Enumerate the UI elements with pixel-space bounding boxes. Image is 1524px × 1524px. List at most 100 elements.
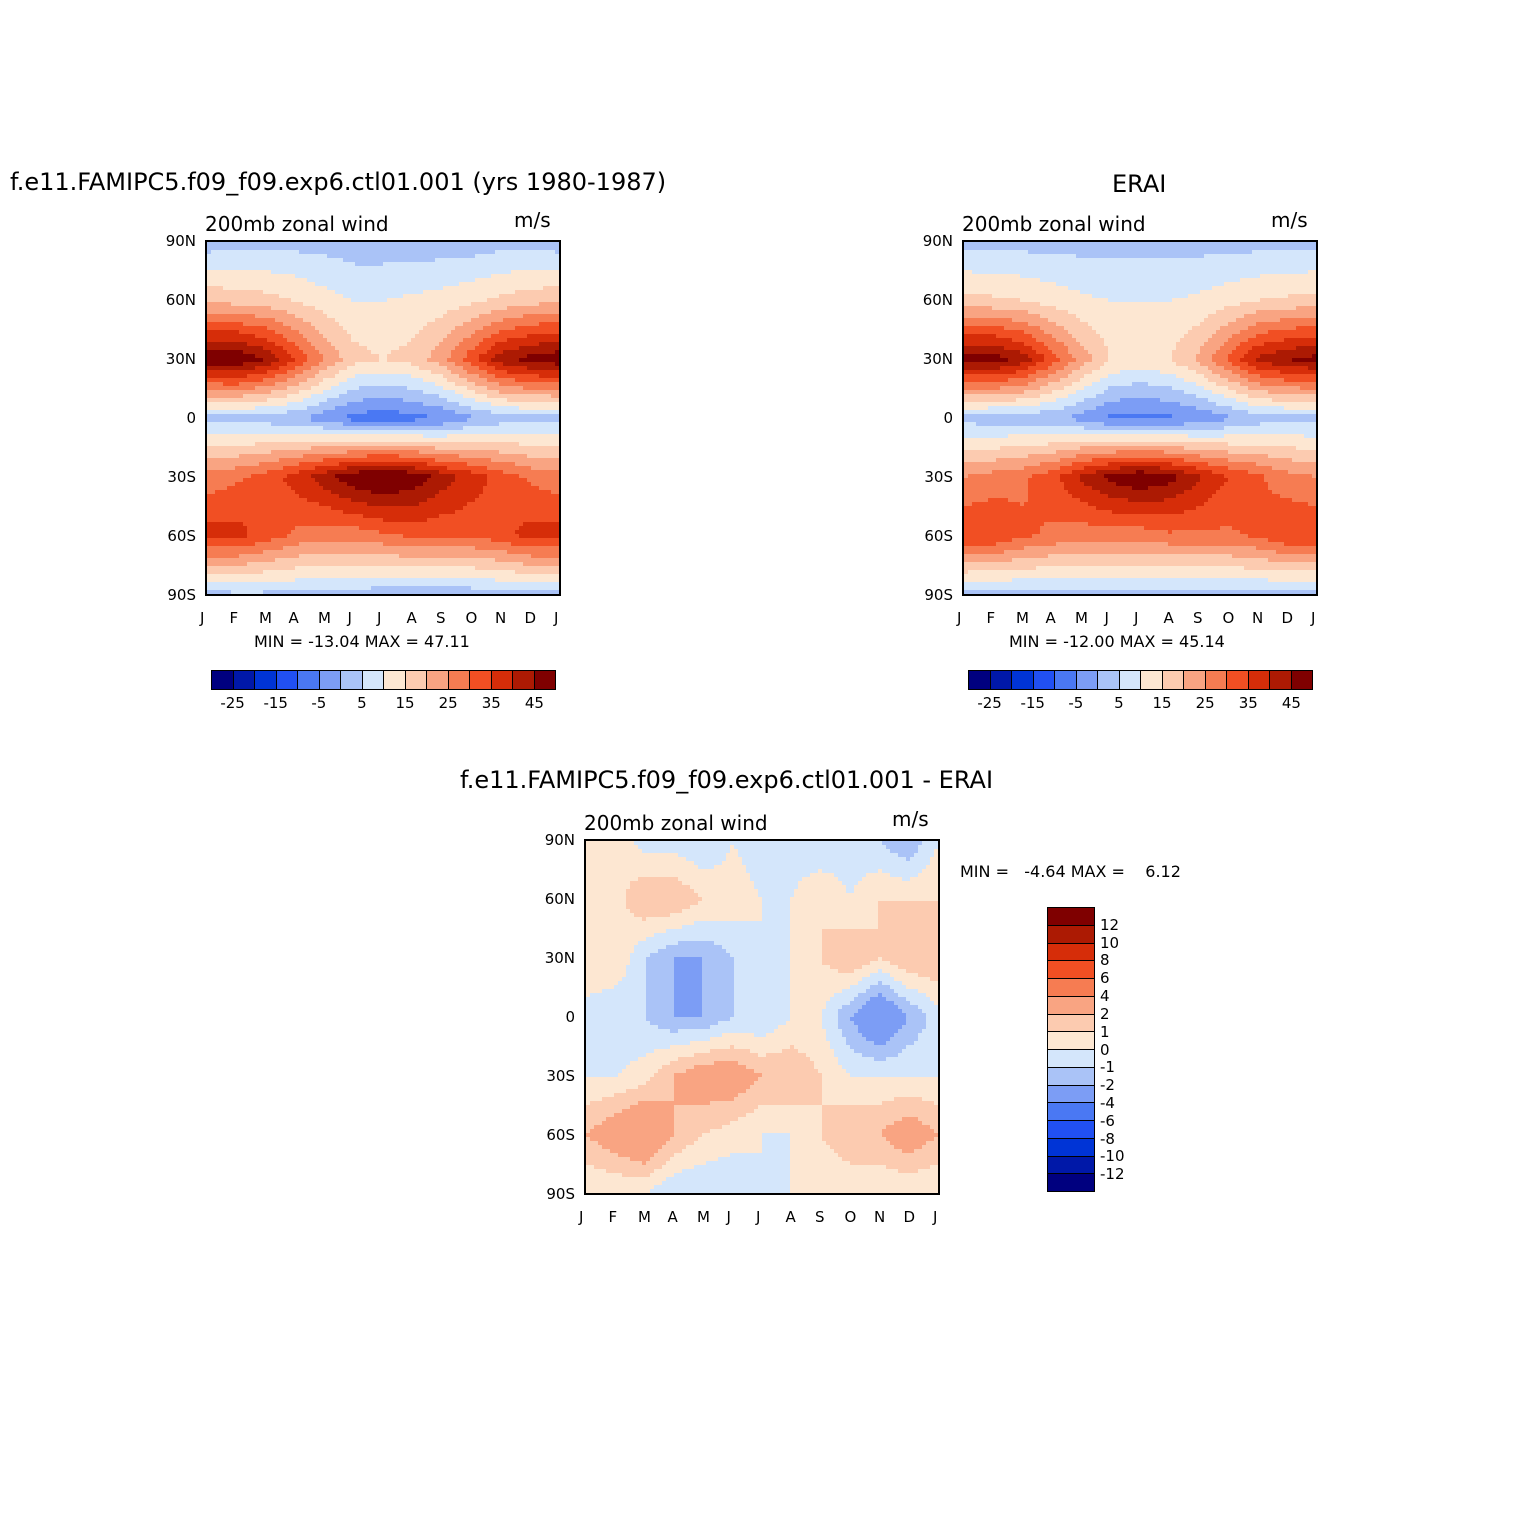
contour-cell (531, 242, 536, 247)
contour-cell (491, 422, 496, 427)
contour-cell (215, 386, 220, 391)
contour-cell (515, 410, 520, 415)
contour-cell (411, 386, 416, 391)
contour-cell (331, 442, 336, 447)
contour-cell (503, 286, 508, 291)
contour-cell (435, 254, 440, 259)
contour-cell (239, 270, 244, 275)
contour-cell (263, 310, 268, 315)
contour-cell (215, 310, 220, 315)
contour-cell (439, 390, 444, 395)
contour-cell (271, 382, 276, 387)
contour-cell (391, 322, 396, 327)
contour-cell (531, 446, 536, 451)
contour-cell (415, 330, 420, 335)
contour-cell (539, 246, 544, 251)
contour-cell (335, 246, 340, 251)
contour-cell (491, 402, 496, 407)
contour-cell (347, 278, 352, 283)
contour-cell (331, 382, 336, 387)
contour-cell (495, 394, 500, 399)
contour-cell (395, 278, 400, 283)
contour-cell (399, 402, 404, 407)
contour-cell (371, 330, 376, 335)
contour-cell (523, 354, 528, 359)
contour-cell (487, 346, 492, 351)
contour-cell (363, 358, 368, 363)
contour-cell (263, 266, 268, 271)
contour-cell (531, 410, 536, 415)
contour-cell (475, 282, 480, 287)
contour-cell (239, 390, 244, 395)
contour-cell (283, 342, 288, 347)
contour-cell (499, 394, 504, 399)
contour-cell (411, 322, 416, 327)
contour-cell (367, 322, 372, 327)
contour-cell (447, 278, 452, 283)
contour-cell (339, 282, 344, 287)
contour-cell (435, 462, 440, 467)
contour-cell (455, 402, 460, 407)
contour-cell (323, 254, 328, 259)
contour-cell (471, 426, 476, 431)
contour-cell (279, 442, 284, 447)
contour-cell (531, 350, 536, 355)
contour-cell (215, 450, 220, 455)
contour-cell (403, 246, 408, 251)
contour-cell (459, 302, 464, 307)
contour-cell (547, 434, 552, 439)
contour-cell (475, 270, 480, 275)
contour-cell (235, 274, 240, 279)
contour-cell (327, 382, 332, 387)
contour-cell (539, 338, 544, 343)
contour-cell (419, 450, 424, 455)
contour-cell (491, 358, 496, 363)
contour-cell (259, 294, 264, 299)
contour-cell (251, 274, 256, 279)
contour-cell (483, 330, 488, 335)
contour-cell (251, 442, 256, 447)
contour-cell (243, 242, 248, 247)
contour-cell (247, 450, 252, 455)
contour-cell (331, 262, 336, 267)
contour-cell (371, 394, 376, 399)
contour-cell (331, 430, 336, 435)
contour-cell (327, 394, 332, 399)
contour-cell (555, 398, 559, 403)
contour-cell (359, 330, 364, 335)
contour-cell (351, 342, 356, 347)
contour-cell (391, 342, 396, 347)
contour-cell (287, 338, 292, 343)
contour-cell (555, 354, 559, 359)
contour-cell (295, 326, 300, 331)
contour-cell (455, 358, 460, 363)
contour-cell (247, 462, 252, 467)
contour-cell (531, 362, 536, 367)
contour-cell (319, 262, 324, 267)
contour-cell (507, 394, 512, 399)
contour-cell (447, 322, 452, 327)
contour-cell (475, 434, 480, 439)
contour-cell (303, 386, 308, 391)
contour-cell (463, 366, 468, 371)
left-panel-title: f.e11.FAMIPC5.f09_f09.exp6.ctl01.001 (yr… (10, 168, 666, 196)
contour-cell (487, 330, 492, 335)
contour-cell (343, 326, 348, 331)
contour-cell (431, 462, 436, 467)
contour-cell (407, 450, 412, 455)
contour-cell (247, 454, 252, 459)
contour-cell (387, 458, 392, 463)
contour-cell (351, 398, 356, 403)
contour-cell (227, 254, 232, 259)
contour-cell (419, 322, 424, 327)
contour-cell (215, 446, 220, 451)
contour-cell (515, 346, 520, 351)
contour-cell (219, 326, 224, 331)
contour-cell (227, 378, 232, 383)
contour-cell (463, 254, 468, 259)
contour-cell (287, 262, 292, 267)
contour-cell (375, 302, 380, 307)
contour-cell (211, 378, 216, 383)
contour-cell (403, 298, 408, 303)
contour-cell (491, 250, 496, 255)
